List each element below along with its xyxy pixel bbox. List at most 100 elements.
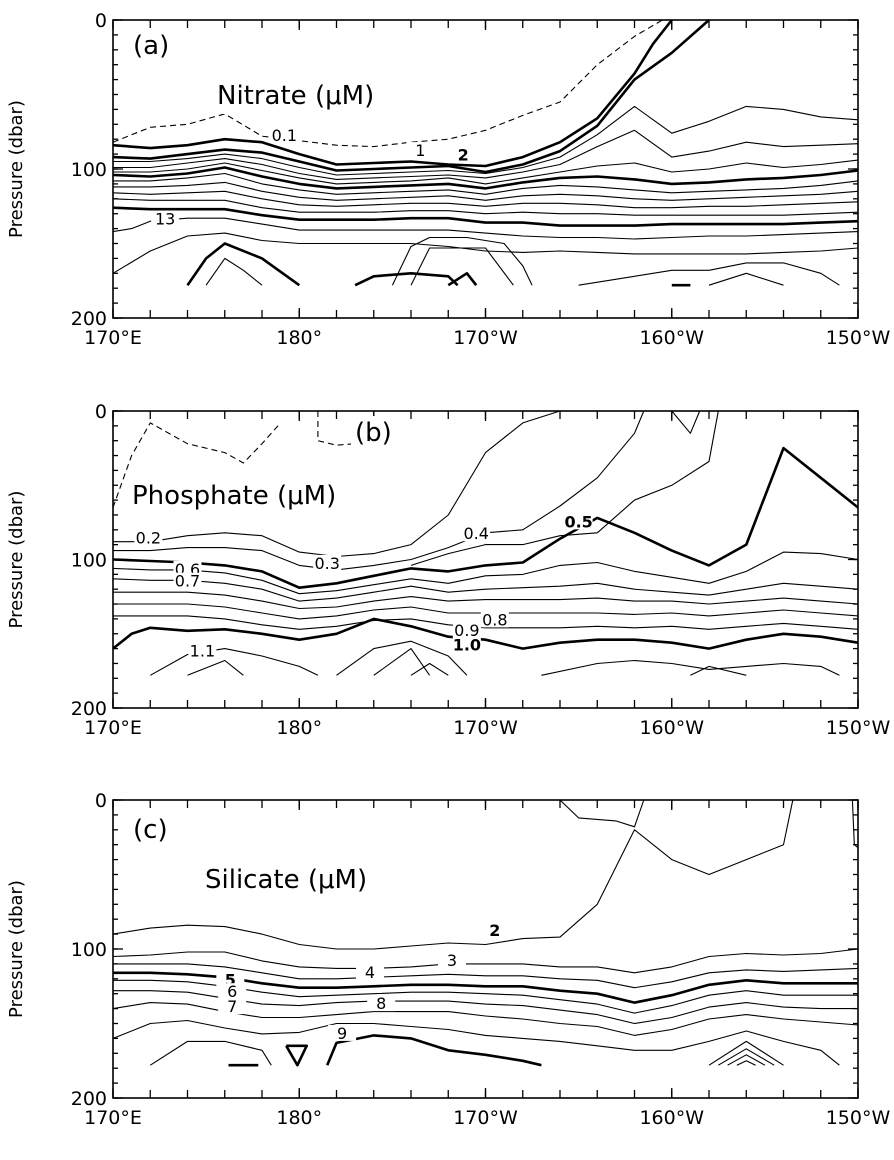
contour-line-0.4 [410, 410, 719, 566]
plot-frame [112, 799, 859, 1099]
contour-line [391, 236, 533, 286]
contour-label-bg [452, 636, 481, 653]
contour-label: 3 [447, 951, 457, 970]
contour-line [112, 166, 859, 190]
x-tick-label: 150°W [826, 717, 891, 739]
contour-line [541, 659, 840, 676]
contour-label-bg [218, 998, 247, 1015]
contour-label-bg [151, 210, 180, 227]
x-tick-label: 180° [276, 1107, 322, 1129]
contour-label-bg [270, 127, 299, 144]
contour-label: 1 [415, 141, 425, 160]
contour-line [578, 262, 840, 286]
contour-label-bg [188, 642, 217, 659]
contour-line [326, 1034, 542, 1067]
y-tick-label: 0 [95, 401, 107, 423]
x-tick-label: 160°W [639, 1107, 704, 1129]
contour-line [690, 665, 747, 676]
plot-frame [112, 410, 859, 709]
y-tick-label: 100 [71, 939, 107, 961]
contour-line [186, 242, 301, 287]
contour-line [112, 422, 282, 508]
contour-line [113, 181, 859, 201]
contour-label-bg [564, 513, 593, 530]
y-tick-label: 100 [71, 550, 107, 572]
x-tick-label: 160°W [639, 717, 704, 739]
contour-label-bg [449, 146, 478, 163]
contour-label: 0.5 [564, 512, 592, 531]
contour-label-bg [462, 525, 491, 542]
contour-line [112, 190, 859, 209]
contour-line [205, 257, 263, 286]
contour-line [373, 648, 431, 676]
contour-label-bg [480, 611, 509, 628]
x-tick-label: 180° [276, 327, 322, 349]
contour-line [736, 1060, 756, 1066]
contour-line-0.1 [112, 19, 663, 148]
contour-label-bg [313, 554, 342, 571]
panel-letter-bg [129, 29, 174, 63]
contour-label-bg [173, 572, 202, 589]
contour-line-1.1 [150, 648, 319, 676]
contour-line-2 [112, 799, 794, 950]
contour-label: 7 [227, 997, 237, 1016]
panel-title: Silicate (μM) [205, 865, 367, 895]
x-tick-label: 170°W [453, 1107, 518, 1129]
contour-line [113, 159, 859, 185]
contour-label: 8 [376, 994, 386, 1013]
contour-label-bg [367, 995, 396, 1012]
contour-label: 5 [225, 970, 236, 989]
contour-label-bg [406, 142, 435, 159]
contour-line [336, 640, 468, 676]
contour-line [113, 591, 859, 610]
contour-line [113, 172, 859, 195]
contour-label: 0.8 [482, 610, 507, 629]
contour-line-0.5 [112, 446, 859, 590]
contour-label: 4 [365, 963, 375, 982]
panel-title: Phosphate (μM) [132, 481, 336, 511]
y-tick-label: 0 [95, 790, 107, 812]
contour-label: 0.4 [463, 524, 488, 543]
y-axis-label: Pressure (dbar) [6, 100, 27, 238]
contour-line-1 [112, 19, 673, 168]
contour-line-0.9 [113, 615, 859, 630]
contour-label: 1.0 [453, 636, 481, 655]
contour-line [708, 1040, 784, 1066]
contour-line-13 [112, 217, 859, 240]
contour-label: 2 [489, 921, 500, 940]
panel-letter: (c) [133, 815, 168, 845]
contour-label: 1.1 [190, 642, 215, 661]
contour-line [559, 799, 645, 828]
contour-line [113, 105, 859, 176]
contour-line-9 [112, 1019, 840, 1066]
x-tick-label: 160°W [639, 327, 704, 349]
contour-label-bg [218, 983, 247, 1000]
y-tick-label: 100 [71, 159, 107, 181]
x-tick-label: 150°W [826, 1107, 891, 1129]
panel-1: 170°E 180° 170°W 160°W 150°W 0 100 200 Pressure … [6, 10, 890, 349]
contour-line [112, 232, 859, 274]
x-tick-label: 170°E [84, 1107, 142, 1129]
contour-line [285, 1044, 309, 1067]
contour-label-bg [452, 621, 481, 638]
y-tick-label: 200 [71, 1088, 107, 1110]
y-axis-label: Pressure (dbar) [6, 880, 27, 1018]
panel-letter: (a) [133, 31, 169, 61]
contour-label-bg [328, 1024, 357, 1041]
contour-line [447, 271, 478, 287]
contour-line-0.6 [112, 551, 859, 595]
y-tick-label: 200 [71, 308, 107, 330]
panel-title-bg [126, 478, 343, 514]
contour-line [708, 272, 784, 286]
panel-title: Nitrate (μM) [217, 81, 374, 111]
panel-letter-bg [351, 416, 396, 450]
x-tick-label: 180° [276, 717, 322, 739]
contour-label: 0.2 [136, 529, 161, 548]
y-tick-label: 200 [71, 698, 107, 720]
contour-label-bg [437, 951, 466, 968]
contour-line [354, 271, 459, 287]
panel-title-bg [211, 78, 381, 114]
contour-line [150, 1040, 272, 1066]
contour-label-bg [134, 529, 163, 546]
